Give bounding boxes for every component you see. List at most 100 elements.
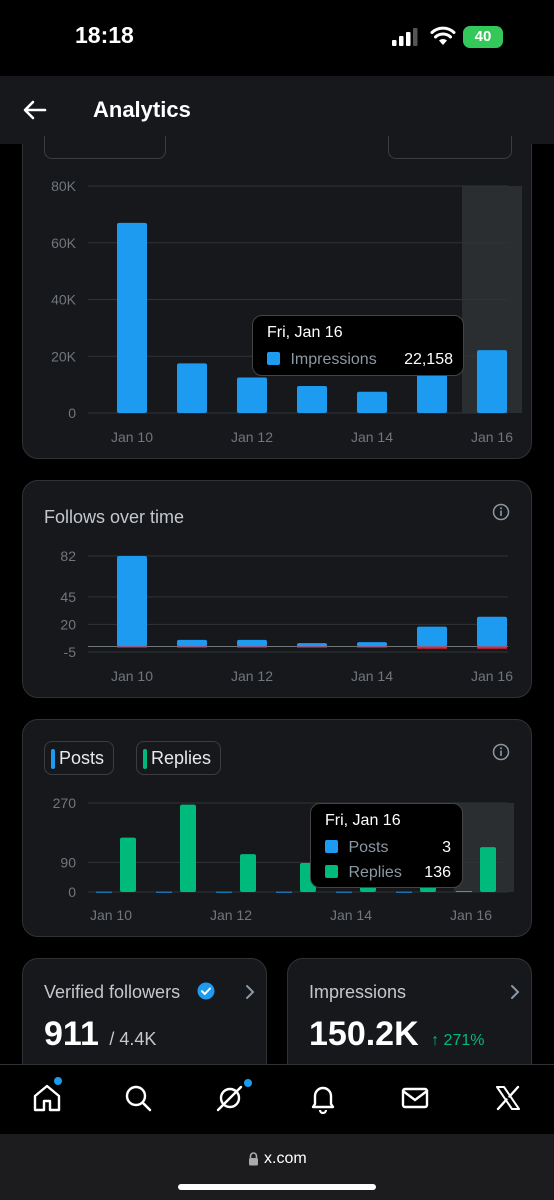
unfollows-bar — [297, 646, 327, 648]
x-tick-label: Jan 14 — [330, 907, 372, 923]
tooltip-replies-label: Replies — [348, 864, 402, 881]
posts-swatch — [325, 840, 338, 853]
impressions-bar — [117, 222, 147, 413]
x-tick-label: Jan 12 — [231, 429, 273, 445]
url-text: x.com — [264, 1150, 307, 1167]
info-icon[interactable] — [492, 503, 510, 521]
tooltip-replies-value: 136 — [424, 864, 451, 881]
tooltip-label: Impressions — [290, 351, 377, 368]
posts-bar — [276, 891, 292, 893]
signal-icon — [392, 28, 418, 46]
y-tick-label: 0 — [68, 884, 76, 900]
header-title-overlay: Analytics — [93, 97, 191, 122]
home-indicator — [178, 1184, 376, 1190]
lock-icon — [249, 1152, 258, 1166]
y-tick-label: -5 — [64, 644, 77, 660]
follows-bar — [357, 642, 387, 647]
impressions-card-title: Impressions — [309, 982, 407, 1002]
legend-replies-toggle[interactable]: Replies — [136, 741, 221, 775]
unfollows-bar — [117, 646, 147, 648]
range-button-left[interactable] — [44, 136, 166, 159]
follows-chart-card — [22, 480, 532, 698]
back-arrow-icon-overlay[interactable] — [20, 95, 50, 125]
impressions-bar-chart: 80K 60K 40K 20K 0 Jan 10 Jan 12 Jan 14 Jan 16 — [51, 178, 522, 445]
grok-notification-dot — [244, 1079, 252, 1087]
bell-icon[interactable] — [307, 1082, 339, 1114]
x-tick-label: Jan 16 — [471, 429, 513, 445]
unfollows-bar — [237, 646, 267, 648]
chevron-right-icon[interactable] — [244, 983, 256, 1001]
verified-followers-title: Verified followers — [44, 982, 180, 1003]
verified-followers-total: / 4.4K — [109, 1029, 157, 1049]
impressions-tooltip: Fri, Jan 16 Impressions 22,158 — [252, 315, 464, 376]
x-tick-label: Jan 10 — [90, 907, 132, 923]
x-tick-label: Jan 16 — [471, 668, 513, 684]
x-tick-label: Jan 12 — [210, 907, 252, 923]
wifi-icon — [430, 26, 456, 45]
follows-bar — [417, 626, 447, 647]
legend-posts-label: Posts — [59, 748, 105, 768]
unfollows-bar — [177, 646, 207, 648]
y-tick-label: 20K — [51, 348, 77, 364]
tooltip-row: Impressions 22,158 — [267, 351, 453, 369]
follows-bar — [117, 556, 147, 647]
y-tick-label: 0 — [68, 405, 76, 421]
impressions-bar — [297, 386, 327, 413]
impressions-change: ↑ 271% — [431, 1032, 485, 1049]
replies-bar — [240, 854, 256, 892]
battery-level: 40 — [474, 28, 492, 45]
x-tick-label: Jan 16 — [450, 907, 492, 923]
status-bar — [0, 0, 554, 76]
posts-bar — [216, 891, 232, 893]
home-icon[interactable] — [31, 1082, 63, 1114]
grok-icon[interactable] — [214, 1082, 246, 1114]
posts-legend-color — [51, 749, 55, 769]
bottom-navigation — [0, 1064, 554, 1135]
follows-bar — [297, 643, 327, 647]
x-logo-icon[interactable] — [492, 1082, 524, 1114]
y-tick-label: 90 — [60, 854, 76, 870]
replies-bar — [480, 847, 496, 892]
impressions-bar — [237, 377, 267, 413]
y-tick-label: 40K — [51, 292, 77, 308]
impressions-bar — [357, 391, 387, 413]
tooltip-posts-value: 3 — [442, 839, 451, 856]
tooltip-replies-row: Replies 136 — [325, 864, 451, 882]
impressions-bar — [177, 363, 207, 413]
y-tick-label: 80K — [51, 178, 77, 194]
chevron-right-icon[interactable] — [509, 983, 521, 1001]
mail-icon[interactable] — [399, 1082, 431, 1114]
impressions-swatch — [267, 352, 280, 365]
tooltip-value: 22,158 — [404, 351, 453, 368]
follows-bar — [177, 639, 207, 647]
legend-posts-toggle[interactable]: Posts — [44, 741, 114, 775]
follows-bar — [477, 616, 507, 647]
unfollows-bar — [357, 646, 387, 648]
posts-bar — [336, 891, 352, 893]
status-time: 18:18 — [75, 22, 134, 48]
replies-legend-color — [143, 749, 147, 769]
verified-followers-label: Verified followers — [44, 982, 181, 1002]
verified-followers-value: 911 — [44, 1015, 99, 1053]
range-button-right[interactable] — [388, 136, 512, 159]
impressions-value-row: 150.2K ↑ 271% — [309, 1015, 484, 1054]
impressions-bar — [417, 373, 447, 413]
verified-badge-icon — [197, 982, 215, 1000]
y-tick-label: 60K — [51, 235, 77, 251]
home-notification-dot — [54, 1077, 62, 1085]
verified-followers-count-row: 911 / 4.4K — [44, 1015, 156, 1054]
impressions-value: 150.2K — [309, 1015, 419, 1053]
tooltip-date: Fri, Jan 16 — [325, 812, 401, 829]
unfollows-bar — [417, 646, 447, 649]
impressions-bar — [477, 350, 507, 413]
follows-bar — [237, 639, 267, 647]
tooltip-date: Fri, Jan 16 — [267, 324, 343, 341]
x-tick-label: Jan 14 — [351, 668, 393, 684]
follows-bar-chart: 82 45 20 -5 Jan 10 Jan 12 Jan 14 Jan 16 — [60, 548, 513, 684]
replies-bar — [120, 837, 136, 892]
replies-swatch — [325, 865, 338, 878]
y-tick-label: 20 — [60, 616, 76, 632]
search-icon[interactable] — [122, 1082, 154, 1114]
info-icon[interactable] — [492, 743, 510, 761]
tooltip-posts-label: Posts — [348, 839, 389, 856]
